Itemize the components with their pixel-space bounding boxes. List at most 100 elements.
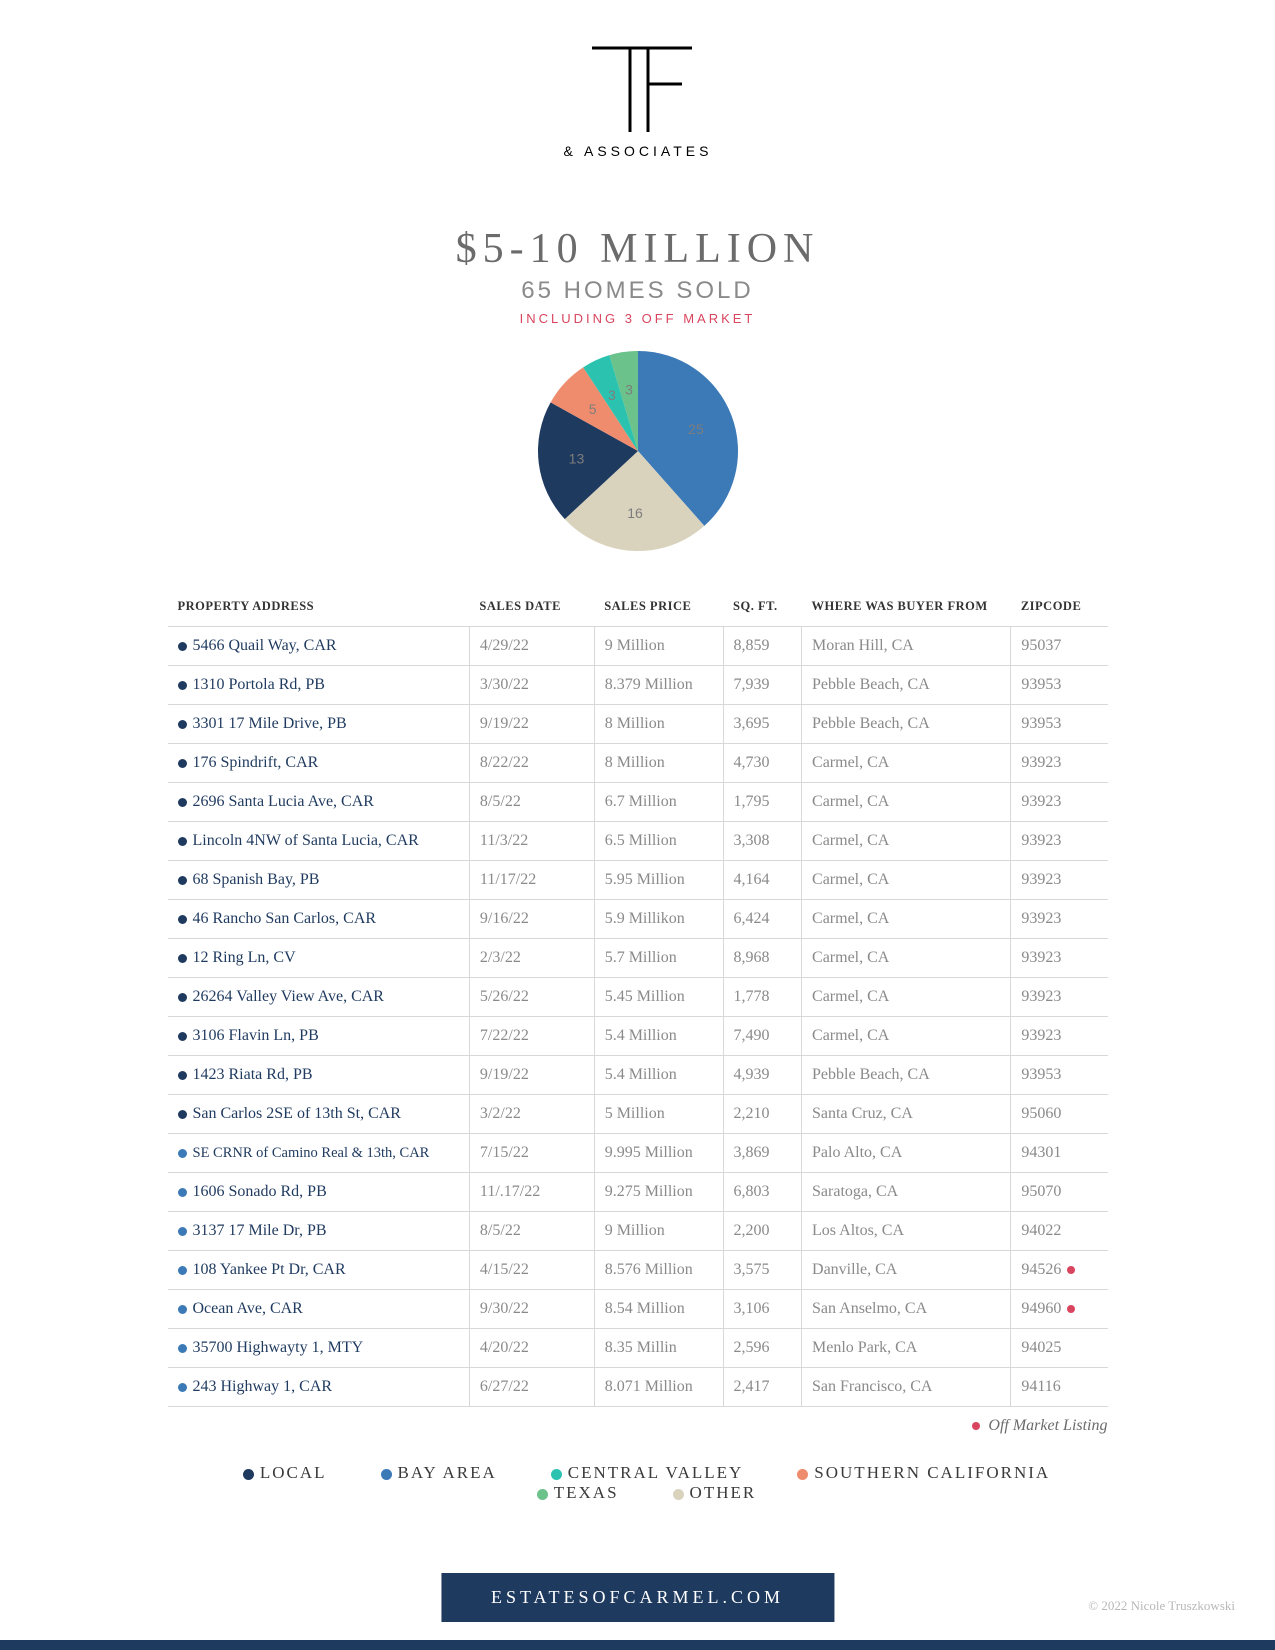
category-dot-icon [178,954,187,963]
off-market-dot-icon [1067,1266,1075,1274]
cell-date: 6/27/22 [469,1368,594,1407]
legend-dot-icon [797,1469,808,1480]
cell-sqft: 4,164 [723,861,802,900]
cell-sqft: 1,778 [723,978,802,1017]
cell-zip: 93923 [1011,744,1108,783]
category-dot-icon [178,837,187,846]
table-row: 243 Highway 1, CAR6/27/228.071 Million2,… [168,1368,1108,1407]
svg-text:& ASSOCIATES: & ASSOCIATES [563,143,712,159]
cell-address: 1310 Portola Rd, PB [168,666,470,705]
category-dot-icon [178,1110,187,1119]
cell-date: 11/17/22 [469,861,594,900]
cell-date: 3/30/22 [469,666,594,705]
category-dot-icon [178,993,187,1002]
cell-price: 5.45 Million [594,978,723,1017]
cell-price: 9 Million [594,627,723,666]
legend-dot-icon [243,1469,254,1480]
cell-buyer: San Anselmo, CA [802,1290,1011,1329]
category-dot-icon [178,1071,187,1080]
cell-address: 3301 17 Mile Drive, PB [168,705,470,744]
homes-sold: 65 HOMES SOLD [160,277,1115,305]
cell-price: 9.995 Million [594,1134,723,1173]
cell-address: 176 Spindrift, CAR [168,744,470,783]
cell-buyer: Pebble Beach, CA [802,705,1011,744]
cell-zip: 95070 [1011,1173,1108,1212]
cell-price: 5.9 Millikon [594,900,723,939]
cell-price: 5.7 Million [594,939,723,978]
cell-sqft: 7,490 [723,1017,802,1056]
legend-item: OTHER [655,1483,757,1502]
cell-address: 108 Yankee Pt Dr, CAR [168,1251,470,1290]
cell-sqft: 3,695 [723,705,802,744]
cell-sqft: 3,575 [723,1251,802,1290]
table-row: 1606 Sonado Rd, PB11/.17/229.275 Million… [168,1173,1108,1212]
cell-address: 35700 Highwayty 1, MTY [168,1329,470,1368]
cell-buyer: Carmel, CA [802,900,1011,939]
category-dot-icon [178,798,187,807]
pie-slice-label: 13 [568,450,584,466]
table-row: 176 Spindrift, CAR8/22/228 Million4,730C… [168,744,1108,783]
cell-buyer: Moran Hill, CA [802,627,1011,666]
cell-price: 5.4 Million [594,1017,723,1056]
cell-zip: 93923 [1011,822,1108,861]
category-dot-icon [178,681,187,690]
cell-sqft: 7,939 [723,666,802,705]
category-dot-icon [178,1227,187,1236]
cell-date: 9/30/22 [469,1290,594,1329]
cell-sqft: 6,803 [723,1173,802,1212]
table-row: 46 Rancho San Carlos, CAR9/16/225.9 Mill… [168,900,1108,939]
cell-zip: 95060 [1011,1095,1108,1134]
cell-address: 46 Rancho San Carlos, CAR [168,900,470,939]
cell-buyer: Carmel, CA [802,861,1011,900]
category-dot-icon [178,759,187,768]
cell-address: 1423 Riata Rd, PB [168,1056,470,1095]
category-dot-icon [178,1266,187,1275]
table-row: 3301 17 Mile Drive, PB9/19/228 Million3,… [168,705,1108,744]
cell-sqft: 3,106 [723,1290,802,1329]
column-header: SALES DATE [469,591,594,627]
cell-zip: 94301 [1011,1134,1108,1173]
cell-date: 9/16/22 [469,900,594,939]
cell-date: 9/19/22 [469,1056,594,1095]
category-dot-icon [178,915,187,924]
cell-date: 11/.17/22 [469,1173,594,1212]
cell-date: 8/22/22 [469,744,594,783]
cell-date: 8/5/22 [469,783,594,822]
pie-slice-label: 3 [625,382,633,398]
column-header: PROPERTY ADDRESS [168,591,470,627]
cell-address: 1606 Sonado Rd, PB [168,1173,470,1212]
cell-sqft: 8,859 [723,627,802,666]
cell-price: 8.54 Million [594,1290,723,1329]
column-header: SQ. FT. [723,591,802,627]
cell-price: 8 Million [594,744,723,783]
off-market-note: INCLUDING 3 OFF MARKET [160,311,1115,326]
cell-sqft: 2,417 [723,1368,802,1407]
cell-buyer: Carmel, CA [802,939,1011,978]
column-header: WHERE WAS BUYER FROM [802,591,1011,627]
table-row: 1423 Riata Rd, PB9/19/225.4 Million4,939… [168,1056,1108,1095]
category-dot-icon [178,1344,187,1353]
cell-address: 26264 Valley View Ave, CAR [168,978,470,1017]
cell-zip: 93923 [1011,900,1108,939]
column-header: SALES PRICE [594,591,723,627]
cell-date: 4/20/22 [469,1329,594,1368]
cell-buyer: Pebble Beach, CA [802,666,1011,705]
cell-address: SE CRNR of Camino Real & 13th, CAR [168,1134,470,1173]
cell-buyer: Danville, CA [802,1251,1011,1290]
tf-logo-icon: & ASSOCIATES [548,40,728,160]
footer-url: ESTATESOFCARMEL.COM [441,1573,834,1622]
cell-buyer: Palo Alto, CA [802,1134,1011,1173]
pie-chart: 251613533 [160,346,1115,561]
table-row: 3106 Flavin Ln, PB7/22/225.4 Million7,49… [168,1017,1108,1056]
pie-slice-label: 3 [607,387,615,403]
category-dot-icon [178,1032,187,1041]
legend-item: CENTRAL VALLEY [533,1463,744,1482]
pie-slice-label: 25 [688,421,704,437]
cell-buyer: Saratoga, CA [802,1173,1011,1212]
cell-sqft: 1,795 [723,783,802,822]
off-market-legend: Off Market Listing [168,1417,1108,1435]
cell-address: 2696 Santa Lucia Ave, CAR [168,783,470,822]
cell-buyer: Carmel, CA [802,783,1011,822]
cell-price: 6.7 Million [594,783,723,822]
table-row: 1310 Portola Rd, PB3/30/228.379 Million7… [168,666,1108,705]
